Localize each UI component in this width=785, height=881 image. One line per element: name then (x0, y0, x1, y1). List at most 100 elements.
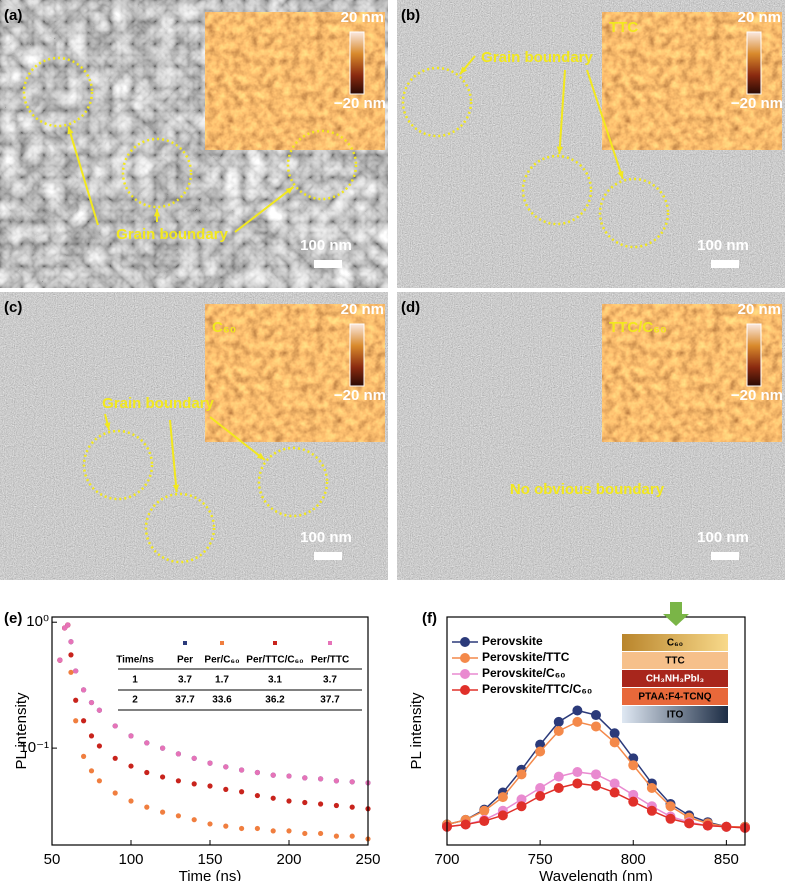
data-point (333, 833, 339, 839)
layer-label: ITO (667, 710, 684, 721)
data-point (68, 639, 74, 645)
data-point (286, 773, 292, 779)
color-bar (746, 323, 762, 387)
legend-swatch (183, 641, 187, 645)
boundary-circle (144, 492, 216, 564)
data-point (144, 740, 150, 746)
data-point (112, 723, 118, 729)
data-point (175, 813, 181, 819)
data-point (57, 657, 63, 663)
data-point (68, 652, 74, 658)
table-header: Per/TTC (311, 655, 349, 666)
scale-max: 20 nm (341, 301, 384, 318)
legend-marker (460, 653, 470, 663)
data-point (239, 767, 245, 773)
data-point (286, 828, 292, 834)
data-point (128, 763, 134, 769)
data-point (73, 697, 79, 703)
image-panel: 20 nm −20 nm (b) TTC Grain boundary 100 nm (397, 0, 785, 288)
data-point (591, 780, 601, 791)
data-point (460, 819, 471, 830)
boundary-circle (598, 177, 670, 249)
data-point (572, 778, 583, 789)
data-point (96, 743, 102, 749)
data-point (535, 746, 546, 757)
layer (622, 706, 728, 723)
arrow-head (256, 452, 265, 460)
data-point (721, 821, 732, 832)
scale-min: −20 nm (334, 387, 386, 404)
data-point (479, 816, 490, 827)
arrow-head (104, 422, 111, 431)
data-point (207, 760, 213, 766)
arrow-head (459, 66, 468, 75)
afm-inset (204, 11, 386, 151)
data-point (175, 751, 181, 757)
y-tick-label: 10⁰ (26, 613, 49, 630)
boundary-circle (286, 129, 358, 201)
image-panel: 20 nm −20 nm (c) C₆₀ Grain boundary 100 nm (0, 292, 388, 580)
data-point (239, 825, 245, 832)
table-cell: 3.7 (323, 675, 337, 686)
boundary-circle (22, 56, 94, 128)
data-point (628, 760, 639, 771)
x-tick-label: 200 (276, 851, 301, 868)
data-point (553, 771, 564, 782)
y-axis-title: PL intensity (13, 692, 30, 769)
data-point (702, 820, 713, 831)
data-point (81, 753, 87, 759)
sample-label: C₆₀ (212, 319, 236, 336)
data-point (516, 801, 527, 812)
arrow-head (172, 484, 180, 493)
data-point (497, 810, 508, 821)
scale-bar-label: 100 nm (697, 237, 749, 254)
afm-inset (601, 11, 783, 151)
scale-bar (711, 260, 739, 268)
scale-min: −20 nm (731, 387, 783, 404)
data-point (333, 802, 339, 809)
layer-label: TTC (665, 656, 684, 667)
data-point (96, 778, 102, 784)
table-header: Per/TTC/C₆₀ (246, 655, 303, 666)
sample-label: TTC (609, 19, 638, 36)
data-point (128, 733, 134, 739)
legend-marker (460, 669, 470, 679)
data-point (535, 783, 546, 793)
arrow-head (556, 146, 563, 155)
data-point (254, 769, 260, 776)
data-point (591, 769, 601, 780)
x-axis-title: Wavelength (nm) (539, 868, 653, 881)
data-point (609, 737, 620, 748)
legend-label: Perovskite/TTC/C₆₀ (482, 682, 592, 696)
x-tick-label: 100 (118, 851, 143, 868)
panel-label: (b) (401, 7, 420, 24)
data-point (572, 716, 583, 727)
y-tick-label: 10⁻¹ (19, 739, 49, 756)
data-point (112, 790, 118, 796)
x-tick-label: 850 (714, 851, 739, 868)
data-point (333, 778, 339, 784)
scale-bar-label: 100 nm (697, 529, 749, 546)
arrow (169, 419, 178, 493)
color-bar (746, 31, 762, 95)
arrow (586, 69, 624, 180)
plot-frame (51, 616, 369, 846)
data-point (175, 778, 181, 784)
boundary-circle (521, 154, 593, 226)
legend-label: Perovskite/C₆₀ (482, 666, 566, 680)
annotation: Grain boundary (481, 49, 593, 66)
arrow (67, 126, 99, 226)
legend-swatch (273, 641, 277, 645)
data-point (96, 707, 102, 713)
table-cell: 33.6 (212, 695, 232, 706)
arrow-head (617, 170, 624, 179)
table-header: Per/C₆₀ (204, 655, 239, 666)
data-point (160, 774, 166, 780)
boundary-circle (121, 137, 193, 209)
data-point (81, 687, 87, 693)
data-point (223, 823, 229, 829)
data-point (591, 710, 601, 721)
data-point (572, 705, 583, 716)
x-tick-label: 250 (355, 851, 380, 868)
